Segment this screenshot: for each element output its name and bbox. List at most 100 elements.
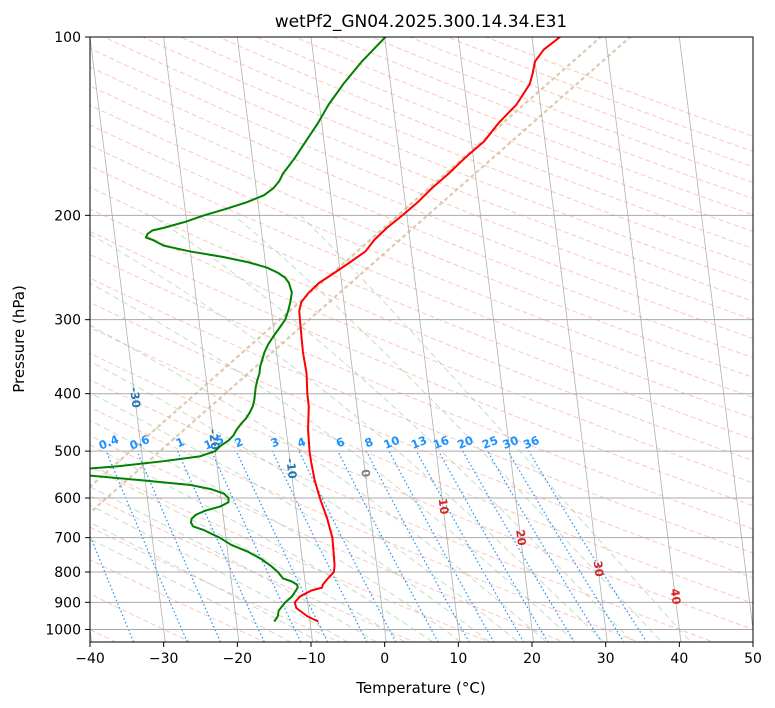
dry-adiabat-line bbox=[90, 230, 753, 507]
isotherm-label: -20 bbox=[206, 428, 222, 450]
y-tick-label: 300 bbox=[54, 313, 81, 329]
x-tick-label: −10 bbox=[296, 651, 326, 667]
dry-adiabat-line bbox=[90, 104, 753, 378]
dry-adiabat-line bbox=[90, 124, 753, 399]
isotherm-line bbox=[384, 37, 461, 642]
x-tick-label: −40 bbox=[75, 651, 105, 667]
mixing-ratio-label: 8 bbox=[363, 434, 376, 450]
x-tick-label: 40 bbox=[670, 651, 688, 667]
dry-adiabat-line bbox=[179, 37, 753, 267]
dry-adiabat-line bbox=[90, 494, 416, 642]
grid-annotations: -100-90-80-70-60-50-40-30-20-10010203040… bbox=[48, 344, 684, 606]
dry-adiabat-line bbox=[90, 464, 491, 642]
mixing-ratio-lines bbox=[9, 450, 648, 649]
mixing-ratio-label: 36 bbox=[521, 433, 541, 452]
y-tick-label: 1000 bbox=[45, 622, 81, 638]
moist-adiabats bbox=[90, 214, 692, 642]
mixing-ratio-label: 25 bbox=[480, 433, 500, 452]
moist-adiabat-line bbox=[90, 419, 463, 642]
dry-adiabat-line bbox=[90, 208, 753, 484]
moist-adiabat-line bbox=[90, 521, 321, 642]
y-tick-label: 500 bbox=[54, 444, 81, 460]
isotherm-label: -40 bbox=[48, 344, 64, 366]
isotherm-line bbox=[457, 37, 534, 642]
isotherm-line bbox=[531, 37, 608, 642]
mixing-ratio-label: 16 bbox=[431, 433, 451, 452]
dewpoint-profile-line bbox=[90, 37, 387, 623]
dry-adiabat-line bbox=[90, 144, 753, 419]
isotherm-label: 10 bbox=[436, 498, 452, 516]
x-tick-label: −30 bbox=[149, 651, 179, 667]
mixing-ratio-line bbox=[388, 450, 495, 642]
isotherm-label: 30 bbox=[591, 560, 607, 578]
moist-adiabat-line bbox=[233, 214, 663, 642]
y-axis: 1000 900 800 700 600 500 400 300 200 100 bbox=[45, 30, 90, 638]
mixing-ratio-line bbox=[438, 450, 549, 642]
mixing-ratio-line bbox=[462, 450, 576, 642]
mixing-ratio-line bbox=[507, 450, 625, 642]
dry-adiabat-line bbox=[90, 352, 753, 630]
mixing-ratio-label: 20 bbox=[455, 433, 475, 452]
x-tick-label: 20 bbox=[523, 651, 541, 667]
x-tick-label: 30 bbox=[597, 651, 615, 667]
mixing-ratio-line bbox=[415, 450, 525, 642]
moist-adiabat-line bbox=[150, 214, 634, 642]
mixing-ratio-line bbox=[136, 450, 222, 642]
isotherm-line bbox=[605, 37, 682, 642]
temperature-profile-line bbox=[293, 37, 561, 623]
dry-adiabat-line bbox=[90, 253, 753, 530]
y-axis-title: Pressure (hPa) bbox=[10, 285, 28, 393]
y-tick-label: 600 bbox=[54, 491, 81, 507]
mixing-ratio-line bbox=[177, 450, 266, 642]
dry-adiabat-line bbox=[90, 277, 753, 554]
mixing-ratio-line bbox=[528, 450, 648, 642]
pressure-gridlines bbox=[90, 37, 753, 630]
moist-adiabat-line bbox=[90, 282, 576, 642]
moist-adiabat-line bbox=[300, 214, 692, 642]
mixing-ratio-line bbox=[486, 450, 603, 642]
isotherm-line bbox=[678, 37, 753, 633]
dry-adiabat-line bbox=[90, 435, 566, 642]
moist-adiabat-line bbox=[90, 360, 519, 642]
isotherm-label: 20 bbox=[513, 529, 529, 547]
moist-adiabat-line bbox=[90, 324, 548, 642]
isotherm-line bbox=[236, 37, 313, 642]
mixing-ratio-line bbox=[9, 451, 86, 649]
moist-adiabat-line bbox=[90, 233, 605, 642]
x-tick-label: 10 bbox=[449, 651, 467, 667]
profile-series bbox=[90, 37, 561, 623]
isotherm-label: 40 bbox=[668, 588, 684, 606]
isotherm-label: 0 bbox=[358, 468, 373, 478]
y-tick-label: 800 bbox=[54, 565, 81, 581]
plot-frame bbox=[89, 36, 754, 643]
mixing-ratio-label: 6 bbox=[334, 434, 347, 450]
y-tick-label: 200 bbox=[54, 208, 81, 224]
dry-adiabat-line bbox=[331, 37, 753, 200]
dry-adiabat-line bbox=[90, 66, 753, 340]
chart-title: wetPf2_GN04.2025.300.14.34.E31 bbox=[275, 12, 567, 32]
y-tick-label: 900 bbox=[54, 595, 81, 611]
mixing-ratio-line bbox=[235, 450, 329, 642]
y-tick-label: 400 bbox=[54, 387, 81, 403]
dry-adiabat-line bbox=[370, 37, 753, 184]
dry-adiabat-line bbox=[90, 186, 753, 462]
moist-adiabat-line bbox=[90, 392, 491, 642]
dry-adiabat-line bbox=[90, 47, 753, 321]
mixing-ratio-label: 2 bbox=[232, 434, 245, 450]
mixing-ratio-label: 13 bbox=[409, 433, 429, 452]
mixing-ratio-line bbox=[271, 450, 368, 642]
dry-adiabat-line bbox=[90, 379, 715, 642]
x-tick-label: 0 bbox=[380, 651, 389, 667]
dry-adiabat-line bbox=[90, 326, 753, 604]
moist-adiabat-line bbox=[90, 466, 406, 642]
moist-adiabat-line bbox=[90, 504, 349, 642]
dry-adiabat-line bbox=[90, 526, 342, 642]
isotherm-label: -10 bbox=[283, 457, 299, 479]
x-tick-label: 50 bbox=[744, 651, 762, 667]
dry-adiabats bbox=[90, 37, 753, 642]
moist-adiabat-line bbox=[90, 538, 292, 642]
dry-adiabat-line bbox=[408, 37, 753, 168]
moist-adiabat-line bbox=[90, 486, 378, 642]
mixing-ratio-line bbox=[210, 450, 302, 642]
